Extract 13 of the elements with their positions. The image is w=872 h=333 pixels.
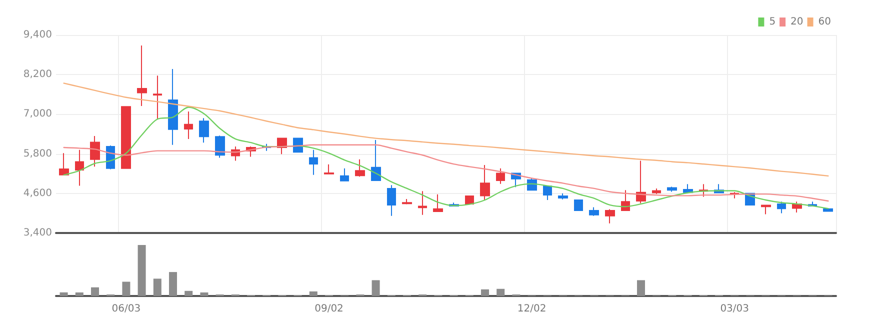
y-tick-label: 8,200 [23,69,52,80]
y-tick-label: 9,400 [23,30,52,40]
legend-label: 5 [769,16,776,28]
x-tick-label: 03/03 [720,304,750,314]
y-tick-label: 4,600 [23,188,52,199]
legend-label: 20 [790,16,804,28]
legend-label: 60 [818,16,832,28]
x-tick-label: 06/03 [112,304,141,314]
y-tick-label: 7,000 [23,108,52,120]
y-tick-label: 3,400 [23,228,52,238]
x-tick-label: 09/02 [314,304,344,314]
y-tick-label: 5,800 [23,148,52,160]
x-tick-label: 12/02 [517,304,546,314]
